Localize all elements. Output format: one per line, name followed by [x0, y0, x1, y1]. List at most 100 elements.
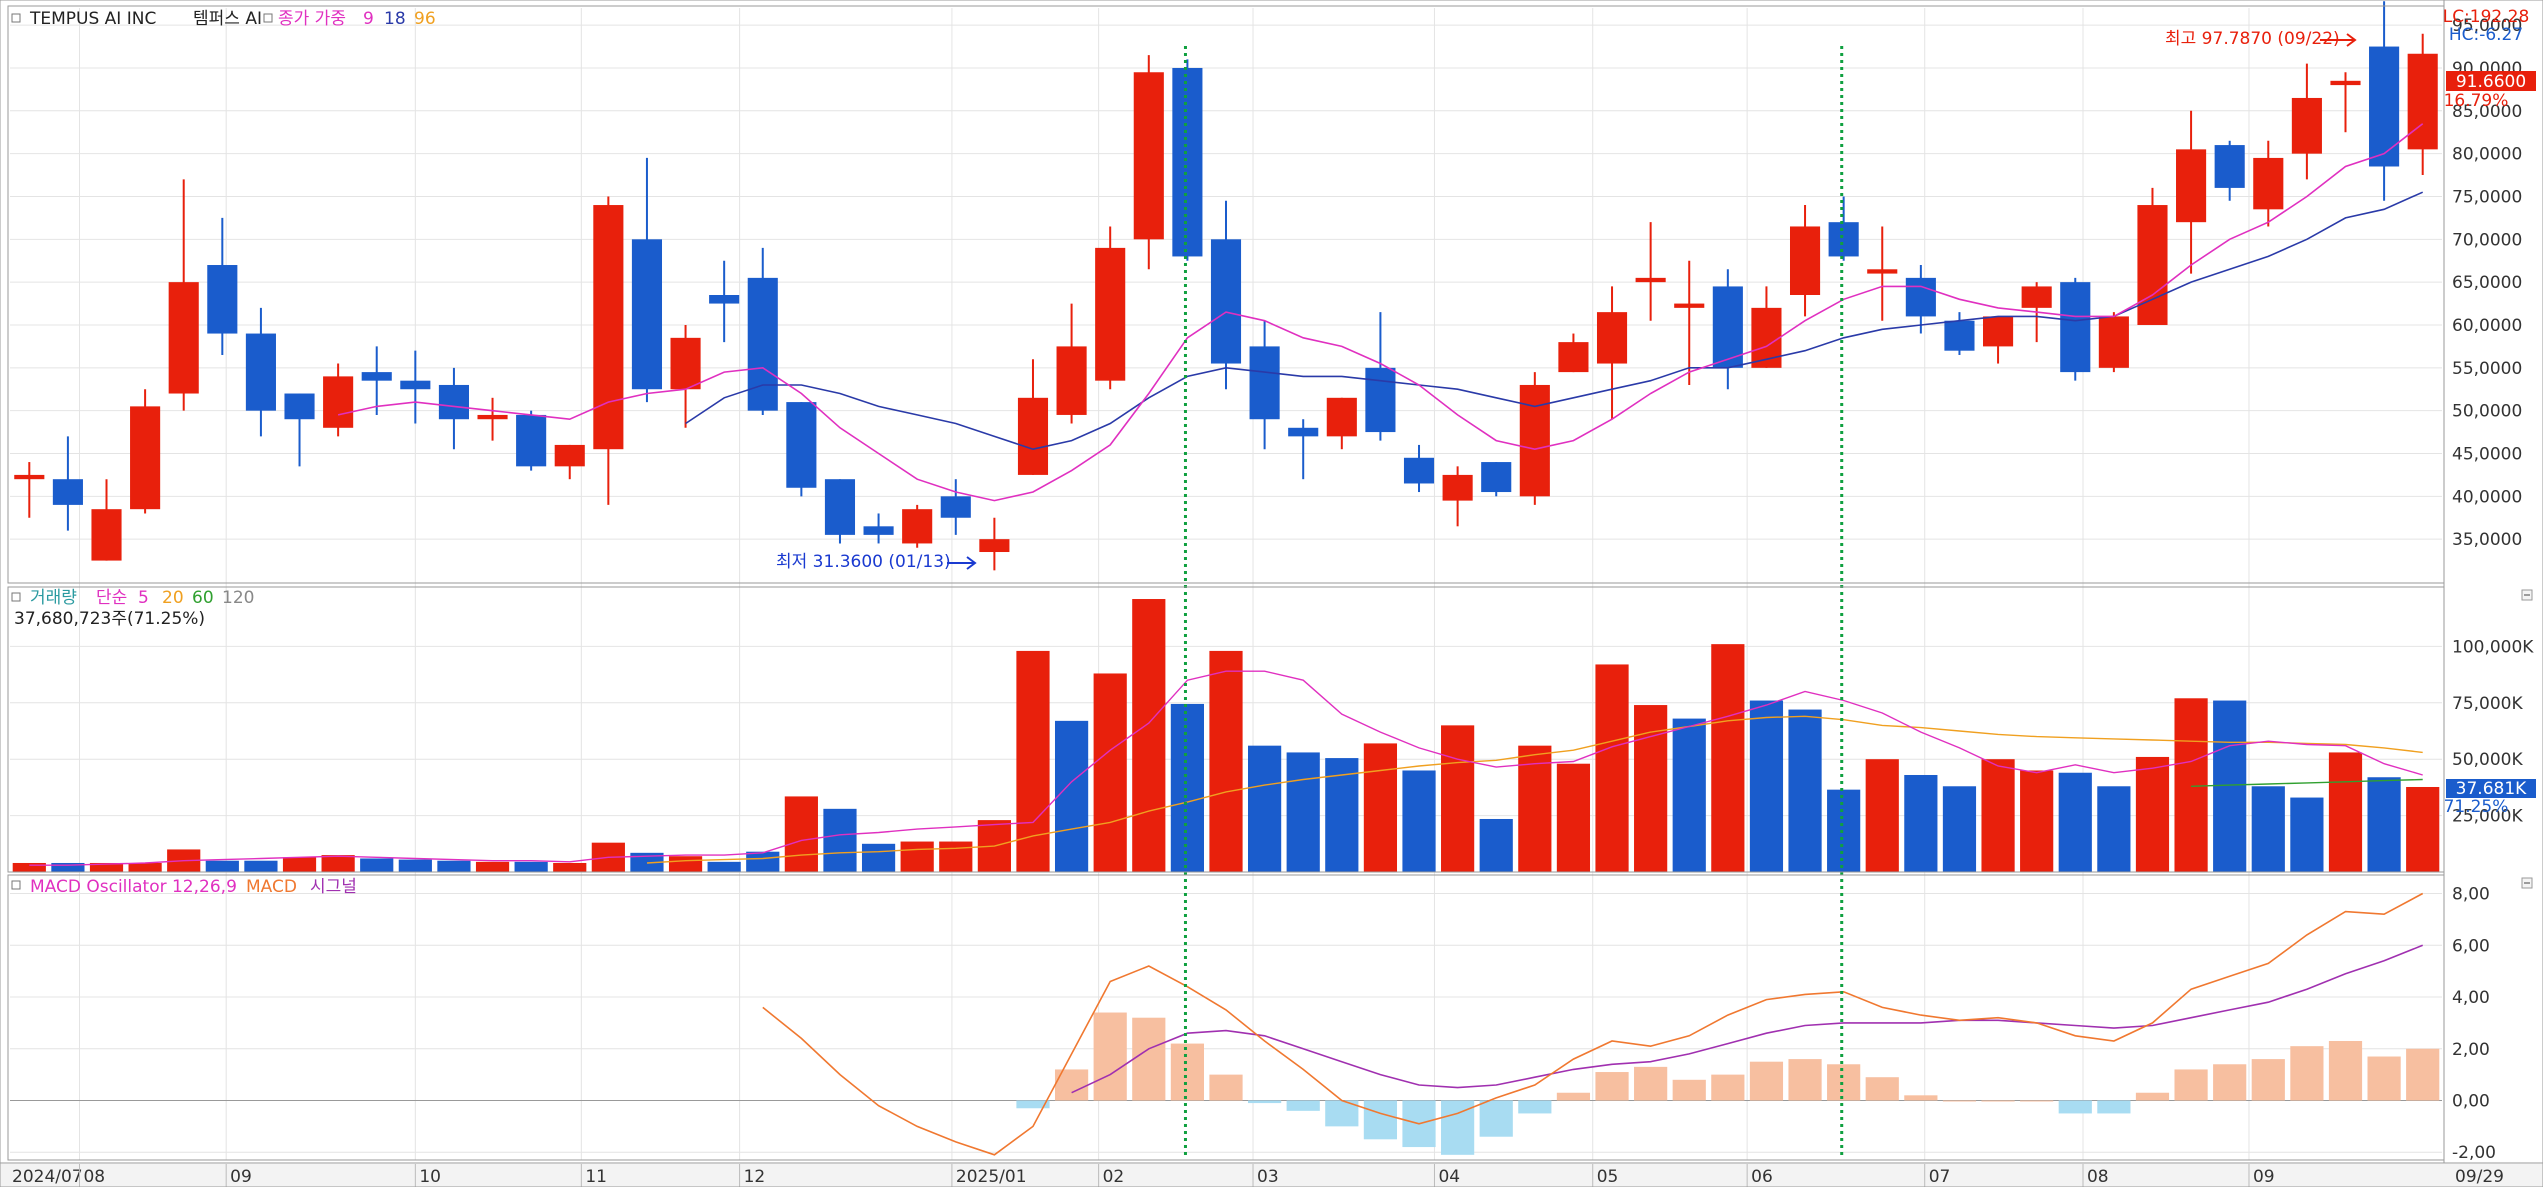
volume-bar-down [1904, 774, 1938, 872]
candle-up [1519, 384, 1550, 497]
oscillator-bar-positive [2174, 1069, 2208, 1101]
x-axis-label: 10 [419, 1167, 441, 1187]
candle-up [168, 282, 199, 394]
candle-up [1789, 226, 1821, 295]
volume-bar-down [360, 858, 394, 872]
candle-up [554, 444, 585, 467]
low-arrow-icon [947, 556, 977, 570]
candle-up [593, 205, 624, 450]
oscillator-bar-positive [1595, 1072, 1629, 1101]
oscillator-bar-negative [2058, 1100, 2092, 1114]
volume-bar-down [861, 843, 896, 872]
price-y-tick-label: 75,0000 [2452, 187, 2522, 207]
oscillator-bar-positive [1788, 1059, 1822, 1101]
oscillator-bar-positive [1634, 1066, 1668, 1101]
macd-y-tick-label: 4,00 [2452, 988, 2490, 1008]
volume-bar-down [2251, 786, 2285, 872]
volume-ma20-line [646, 715, 2423, 864]
oscillator-bar-positive [1904, 1095, 1938, 1101]
volume-bar-up [2135, 756, 2170, 872]
candle-up [1558, 342, 1589, 373]
price-y-tick-label: 40,0000 [2452, 487, 2522, 507]
oscillator-bar-positive [1132, 1017, 1166, 1101]
volume-last-badge [2446, 779, 2536, 798]
oscillator-bar-positive [2290, 1046, 2324, 1101]
volume-bar-up [1711, 644, 1745, 872]
oscillator-bar-negative [1363, 1100, 1398, 1140]
volume-bar-up [1518, 745, 1552, 872]
volume-bar-down [1942, 786, 1977, 872]
candle-up [2291, 97, 2322, 154]
volume-panel-toggle-icon[interactable] [11, 592, 21, 602]
oscillator-bar-positive [1942, 1100, 1977, 1102]
volume-bar-down [1479, 818, 1513, 872]
candle-up [91, 509, 122, 561]
x-axis-label: 06 [1751, 1167, 1773, 1187]
candle-down [824, 479, 856, 535]
price-panel-toggle-icon[interactable] [11, 13, 21, 23]
candle-down [747, 277, 778, 411]
candle-down [284, 393, 315, 420]
volume-ma-label: 단순 [96, 588, 127, 608]
oscillator-bar-negative [1248, 1100, 1282, 1104]
last-price-change-pct: 16.79% [2444, 91, 2509, 111]
candle-down [940, 496, 971, 518]
candle-up [1867, 269, 1898, 274]
price-legend: TEMPUS AI INC 템퍼스 AI 종가 가중 9 18 96 [11, 9, 436, 29]
last-price-badge [2446, 71, 2536, 91]
volume-bar-up [2406, 786, 2440, 872]
volume-bar-up [939, 841, 973, 872]
volume-bar-up [2174, 698, 2208, 872]
x-axis-label: 09 [230, 1167, 252, 1187]
candle-up [670, 337, 701, 390]
candle-down [1365, 367, 1396, 433]
volume-bar-up [12, 862, 46, 872]
candle-down [786, 402, 817, 488]
candle-up [1133, 72, 1164, 240]
candle-up [1596, 312, 1628, 364]
oscillator-bar-negative [1286, 1100, 1320, 1111]
volume-bar-down [1788, 709, 1822, 872]
candle-down [1481, 462, 1512, 493]
volume-panel [12, 599, 2440, 872]
oscillator-bar-positive [1827, 1064, 1861, 1101]
volume-bar-up [1595, 664, 1629, 872]
macd-panel-toggle-icon[interactable] [11, 880, 21, 890]
ma-period-9: 9 [363, 9, 374, 29]
x-axis-label: 04 [1438, 1167, 1460, 1187]
x-axis-band [0, 1164, 2543, 1187]
volume-ma60-line [2191, 778, 2423, 787]
candle-up [14, 474, 45, 480]
volume-bar-up [475, 861, 510, 872]
macd-line-label: MACD [246, 877, 297, 897]
candle-up [130, 406, 161, 510]
oscillator-bar-positive [1209, 1074, 1243, 1101]
candle-down [361, 372, 392, 381]
candle-down [1249, 346, 1280, 420]
oscillator-bar-positive [1711, 1074, 1745, 1101]
volume-bar-up [1363, 743, 1398, 872]
oscillator-bar-positive [1556, 1092, 1591, 1101]
oscillator-bar-negative [1518, 1100, 1552, 1114]
x-axis-label: 12 [744, 1167, 766, 1187]
macd-y-tick-label: 2,00 [2452, 1040, 2490, 1060]
volume-bar-up [1132, 599, 1166, 872]
volume-bar-down [514, 861, 548, 872]
grid-layer: 35,0000 40,0000 45,0000 50,0000 55,0000 60,00… [10, 8, 2534, 1163]
ma-label: 종가 가중 [278, 9, 346, 29]
candle-up [1056, 346, 1087, 415]
oscillator-bar-negative [2097, 1100, 2131, 1114]
ma-toggle-icon[interactable] [263, 13, 273, 23]
candle-up [323, 376, 354, 428]
oscillator-bar-positive [2251, 1059, 2285, 1101]
candle-down [2060, 282, 2091, 373]
candle-up [1674, 303, 1705, 308]
macd-oscillator-label: MACD Oscillator 12,26,9 [30, 877, 237, 897]
candle-up [1326, 397, 1357, 437]
macd-line [762, 892, 2424, 1156]
x-axis-label: 08 [2087, 1167, 2109, 1187]
volume-bar-down [1170, 703, 1204, 872]
